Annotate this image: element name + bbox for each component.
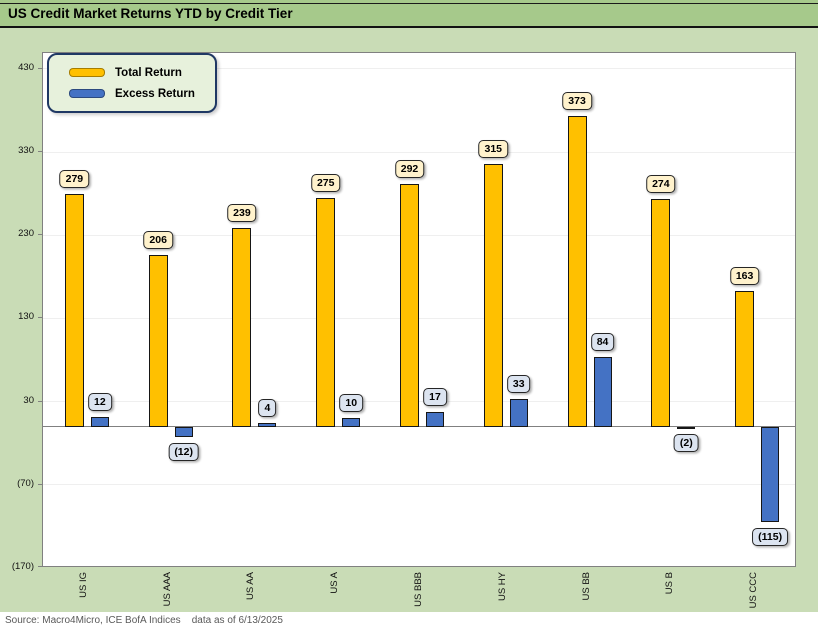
legend-label: Excess Return [115,87,195,100]
gridline [43,68,795,70]
zero-axis-line [43,426,795,428]
value-label-excess-return-us-ccc: (115) [752,528,789,547]
bar-total-return-us-aa [232,227,252,427]
bar-excess-return-us-hy [509,399,528,427]
y-axis-tick-label: 230 [18,228,34,240]
bar-total-return-us-b [651,198,671,427]
y-axis-tick-label: 330 [18,145,34,156]
gridline [43,317,795,319]
gridline [43,401,795,403]
bar-excess-return-us-ig [90,416,109,427]
value-label-excess-return-us-ig: 12 [88,392,112,411]
legend-label: Total Return [115,66,182,79]
bar-excess-return-us-ccc [761,426,780,523]
gridline [43,234,795,236]
legend: Total Return Excess Return [47,53,217,113]
value-label-excess-return-us-aaa: (12) [168,442,199,461]
bar-total-return-us-aaa [148,255,168,427]
x-axis-label-us-b: US B [664,572,676,595]
value-label-total-return-us-a: 275 [310,173,341,192]
y-axis-tick-mark [38,67,42,69]
value-label-total-return-us-bb: 373 [562,92,592,111]
total-return-swatch-icon [69,68,105,77]
y-axis-tick-label: (70) [17,477,34,489]
excess-return-swatch-icon [69,89,105,98]
x-axis-label-us-aa: US AA [245,572,257,600]
y-axis-tick-mark [38,483,42,485]
bar-total-return-us-ig [64,194,84,427]
x-axis-label-us-hy: US HY [496,572,508,602]
source-note: Source: Macro4Micro, ICE BofA Indices da… [5,615,283,626]
y-axis-tick-label: 30 [23,394,34,406]
gridline [43,484,795,486]
value-label-total-return-us-bbb: 292 [394,159,425,178]
bar-total-return-us-a [316,197,336,427]
bar-excess-return-us-a [342,418,361,427]
title-top-rule [0,3,818,4]
value-label-total-return-us-hy: 315 [478,140,509,159]
bar-excess-return-us-bbb [426,412,444,427]
bar-excess-return-us-aaa [174,426,193,437]
y-axis-tick-mark [38,566,42,567]
y-axis-tick-label: (170) [11,561,34,572]
value-label-excess-return-us-a: 10 [339,394,364,413]
value-label-total-return-us-aaa: 206 [143,231,173,250]
y-axis-tick-mark [38,400,42,402]
y-axis-tick-label: 130 [18,311,34,323]
bar-excess-return-us-b [677,426,696,429]
x-axis-label-us-a: US A [329,572,341,594]
bar-total-return-us-ccc [735,290,755,427]
x-axis-label-us-ccc: US CCC [748,572,760,609]
bar-total-return-us-bbb [400,183,419,427]
y-axis-tick-label: 430 [18,61,34,73]
y-axis-tick-mark [38,317,42,319]
value-label-excess-return-us-aa: 4 [258,399,277,418]
legend-item-excess-return: Excess Return [69,88,215,100]
value-label-total-return-us-b: 274 [646,174,676,193]
value-label-excess-return-us-hy: 33 [506,375,531,394]
plot-area: 279 12 206 (12) 239 4 275 10 292 17 315 33 373 84 274 (… [42,52,796,567]
bar-total-return-us-bb [567,116,587,427]
x-axis-label-us-bb: US BB [580,572,592,601]
title-bar: US Credit Market Returns YTD by Credit T… [0,0,818,28]
gridline [43,151,795,153]
y-axis-tick-mark [38,151,42,152]
value-label-total-return-us-ccc: 163 [729,266,760,285]
value-label-total-return-us-ig: 279 [59,170,90,189]
y-axis-tick-mark [38,234,42,236]
x-axis-label-us-aaa: US AAA [161,572,173,607]
legend-item-total-return: Total Return [69,67,215,79]
value-label-excess-return-us-bbb: 17 [423,388,447,407]
value-label-excess-return-us-b: (2) [673,434,699,453]
bar-excess-return-us-aa [258,423,277,427]
x-axis-label-us-ig: US IG [77,572,89,598]
value-label-total-return-us-aa: 239 [227,203,257,222]
x-axis-label-us-bbb: US BBB [413,572,424,607]
chart-title: US Credit Market Returns YTD by Credit T… [8,6,293,21]
bar-excess-return-us-bb [593,356,612,427]
value-label-excess-return-us-bb: 84 [590,332,615,351]
bar-total-return-us-hy [483,164,503,427]
